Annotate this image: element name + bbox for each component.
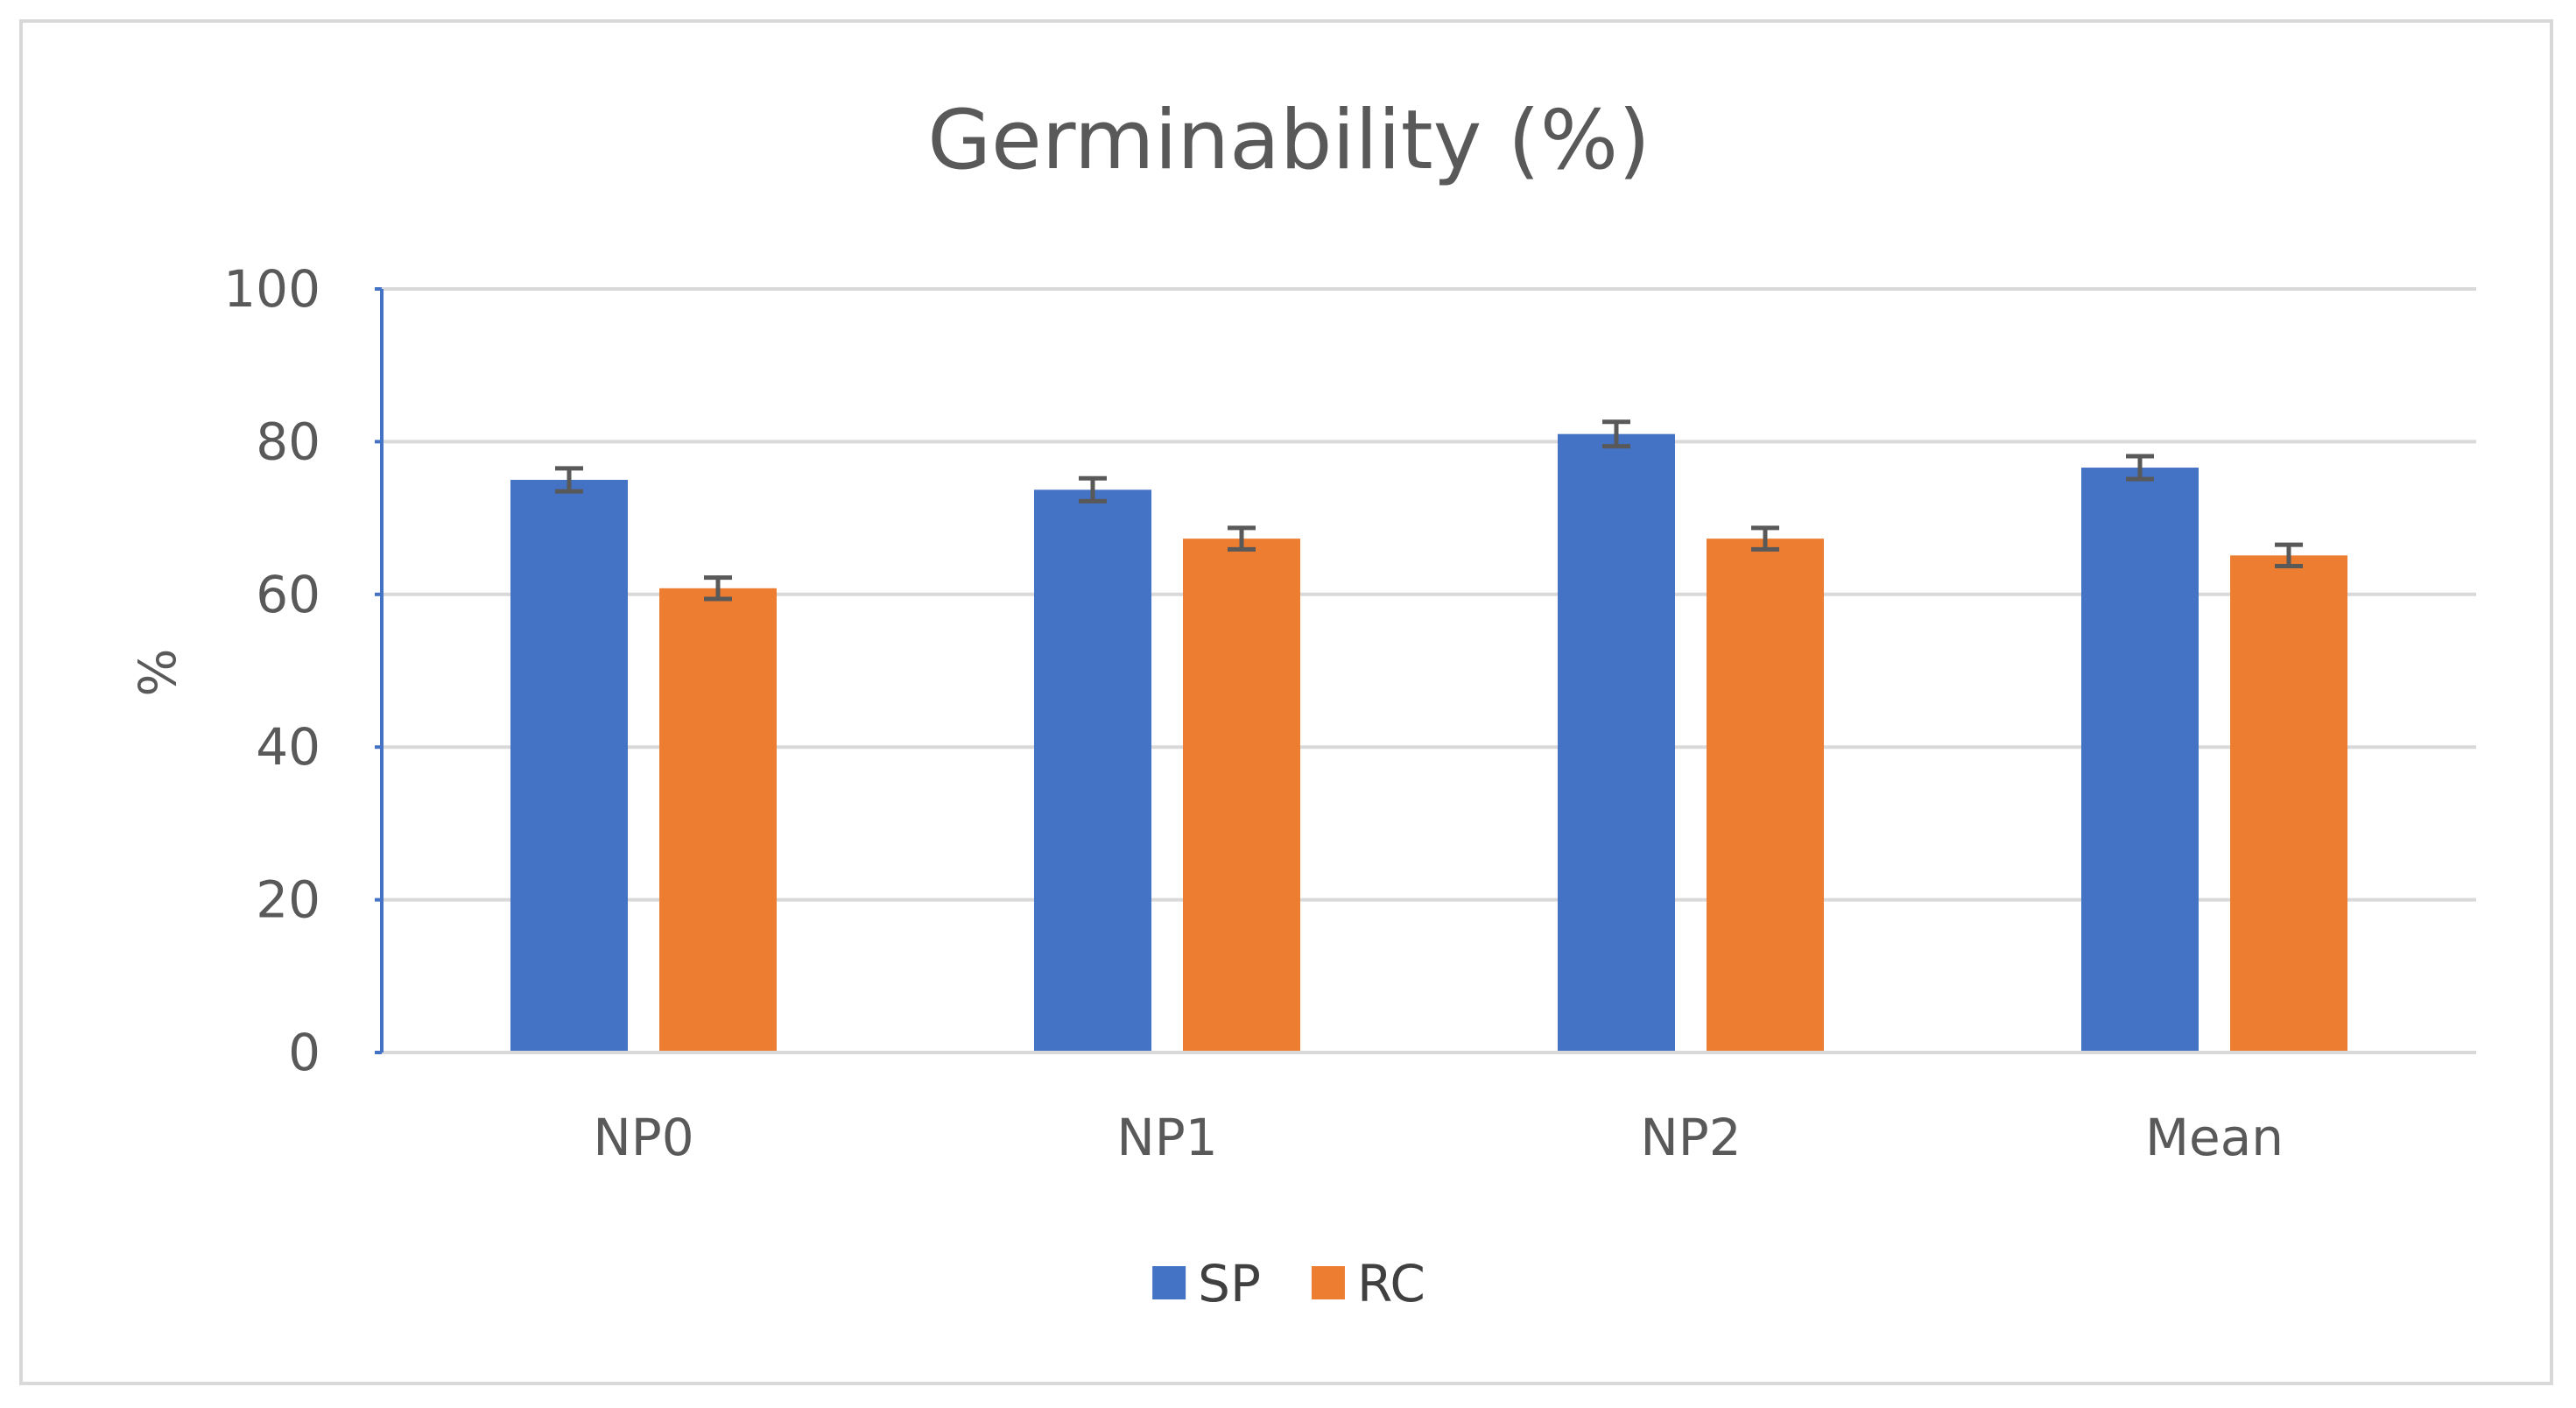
bar-sp-np1 — [1034, 489, 1151, 1052]
y-tick-label: 80 — [256, 412, 320, 471]
bar-rc-np1 — [1183, 539, 1300, 1052]
axes — [375, 287, 2476, 1054]
y-tick-label: 40 — [256, 717, 320, 777]
error-bars — [555, 419, 2303, 602]
x-tick-labels: NP0 NP1 NP2 Mean — [593, 1108, 2284, 1167]
x-tick-label: NP1 — [1116, 1108, 1217, 1167]
bar-rc-mean — [2230, 555, 2347, 1052]
y-tick-label: 0 — [288, 1023, 320, 1082]
y-tick-label: 20 — [256, 870, 320, 930]
y-axis-label: % — [128, 648, 187, 696]
y-tick-labels: 0 20 40 60 80 100 — [223, 259, 320, 1082]
chart-title: Germinability (%) — [927, 93, 1650, 188]
bar-rc-np2 — [1707, 539, 1824, 1052]
bar-sp-mean — [2081, 468, 2199, 1052]
y-tick-label: 60 — [256, 565, 320, 624]
x-tick-label: Mean — [2145, 1108, 2284, 1167]
bar-sp-np0 — [510, 480, 628, 1052]
bars — [510, 433, 2347, 1052]
legend-label-rc: RC — [1357, 1254, 1425, 1313]
legend-swatch-rc — [1311, 1266, 1345, 1299]
y-tick-label: 100 — [223, 259, 320, 319]
legend-swatch-sp — [1152, 1266, 1186, 1299]
legend: SP RC — [1152, 1254, 1425, 1313]
x-tick-label: NP2 — [1640, 1108, 1741, 1167]
bar-rc-np0 — [659, 588, 777, 1052]
x-tick-label: NP0 — [593, 1108, 693, 1167]
bar-sp-np2 — [1558, 433, 1675, 1052]
legend-label-sp: SP — [1198, 1254, 1261, 1313]
